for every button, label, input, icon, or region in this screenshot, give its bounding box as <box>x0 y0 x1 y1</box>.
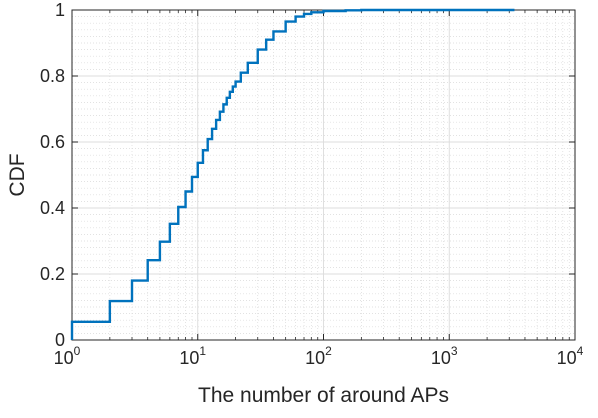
cdf-step-line <box>70 8 515 340</box>
y-tick-label: 0.8 <box>40 66 65 86</box>
y-tick-label: 0.6 <box>40 132 65 152</box>
x-tick-label: 103 <box>431 344 458 368</box>
x-tick-label: 104 <box>557 344 584 368</box>
x-tick-labels: 100 101 102 103 104 <box>54 344 584 368</box>
y-tick-label: 0.2 <box>40 264 65 284</box>
x-tick-label: 100 <box>54 344 81 368</box>
series-group <box>70 8 515 340</box>
x-axis-label: The number of around APs <box>198 384 449 407</box>
minor-grid <box>72 10 575 340</box>
x-tick-label: 101 <box>179 344 206 368</box>
axis-ticks <box>71 9 576 341</box>
y-tick-label: 0 <box>55 330 65 350</box>
y-tick-label: 1 <box>55 0 65 20</box>
x-tick-label: 102 <box>305 344 332 368</box>
y-tick-label: 0.4 <box>40 198 65 218</box>
y-tick-labels: 0 0.2 0.4 0.6 0.8 1 <box>40 0 65 350</box>
y-axis-label: CDF <box>6 153 29 196</box>
